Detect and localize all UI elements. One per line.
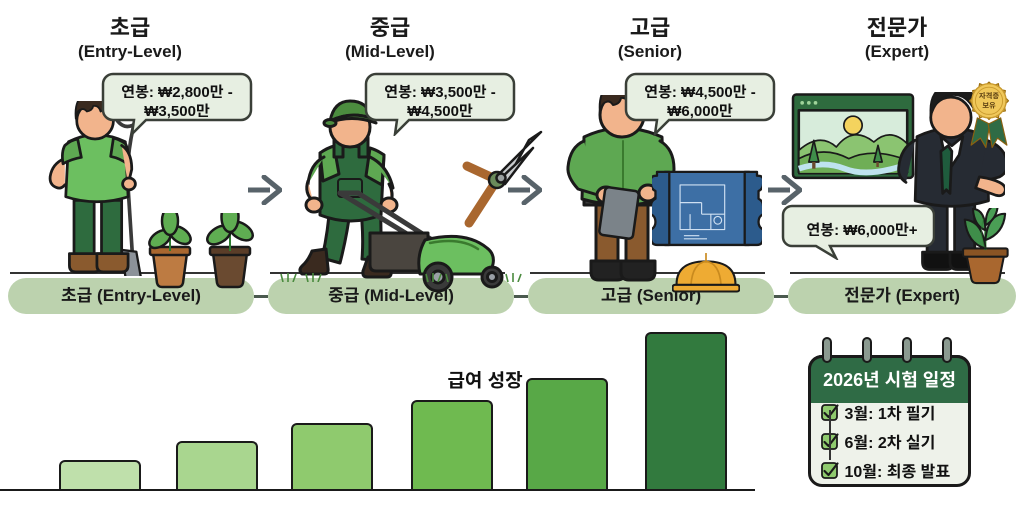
svg-text:보유: 보유 (982, 101, 996, 110)
svg-text:₩6,000만: ₩6,000만 (667, 103, 733, 120)
svg-text:연봉: ₩3,500만 -: 연봉: ₩3,500만 - (384, 84, 495, 101)
svg-text:연봉: ₩2,800만 -: 연봉: ₩2,800만 - (121, 84, 232, 101)
svg-text:₩4,500만: ₩4,500만 (407, 103, 473, 120)
svg-text:₩3,500만: ₩3,500만 (144, 103, 210, 120)
svg-text:연봉: ₩4,500만 -: 연봉: ₩4,500만 - (644, 84, 755, 101)
svg-text:연봉: ₩6,000만+: 연봉: ₩6,000만+ (806, 222, 917, 239)
svg-text:자격증: 자격증 (979, 91, 1000, 100)
